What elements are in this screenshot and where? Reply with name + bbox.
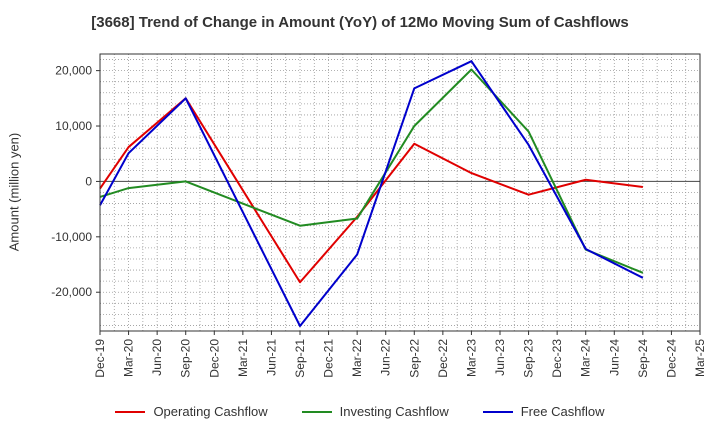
x-tick-label: Mar-22 <box>350 339 364 377</box>
x-tick-label: Dec-21 <box>322 339 336 378</box>
x-tick-label: Jun-24 <box>607 339 621 376</box>
legend-item: Free Cashflow <box>482 404 605 419</box>
x-tick-label: Sep-24 <box>636 339 650 378</box>
x-tick-label: Dec-20 <box>207 339 221 378</box>
x-tick-label: Sep-22 <box>407 339 421 378</box>
y-tick-label: 20,000 <box>55 64 92 78</box>
x-tick-label: Sep-21 <box>293 339 307 378</box>
axis-layer: -20,000 -10,000 0 10,000 20,000 Dec-19 Mar-20 J… <box>51 64 707 378</box>
legend-item: Operating Cashflow <box>115 404 268 419</box>
x-tick-label: Mar-21 <box>236 339 250 377</box>
chart-title: [3668] Trend of Change in Amount (YoY) o… <box>91 14 629 31</box>
plot-frame <box>99 53 701 332</box>
series-line-operating-cashflow <box>99 97 643 284</box>
x-tick-label: Dec-19 <box>93 339 107 378</box>
legend-item: Investing Cashflow <box>301 404 449 419</box>
legend-swatch <box>482 410 513 413</box>
x-tick-label: Jun-22 <box>379 339 393 376</box>
x-tick-label: Dec-23 <box>550 339 564 378</box>
x-tick-label: Mar-23 <box>464 339 478 377</box>
legend-label: Free Cashflow <box>520 404 605 419</box>
x-tick-label: Jun-23 <box>493 339 507 376</box>
y-tick-label: 10,000 <box>55 119 92 133</box>
x-tick-label: Mar-24 <box>579 339 593 377</box>
x-tick-label: Dec-22 <box>436 339 450 378</box>
series-line-free-cashflow <box>99 60 644 328</box>
x-tick-label: Jun-20 <box>150 339 164 376</box>
x-tick-label: Sep-20 <box>179 339 193 378</box>
y-tick-label: -10,000 <box>51 230 92 244</box>
legend-swatch <box>301 410 332 413</box>
x-tick-label: Sep-23 <box>522 339 536 378</box>
legend-swatch <box>115 410 146 413</box>
series-layer <box>99 60 644 328</box>
y-tick-label: -20,000 <box>51 285 92 299</box>
x-tick-label: Mar-25 <box>693 339 707 377</box>
x-tick-label: Jun-21 <box>264 339 278 376</box>
legend: Operating Cashflow Investing Cashflow Free… <box>0 404 720 419</box>
legend-label: Operating Cashflow <box>153 404 268 419</box>
y-tick-label: 0 <box>85 174 92 188</box>
x-tick-label: Mar-20 <box>122 339 136 377</box>
legend-label: Investing Cashflow <box>339 404 449 419</box>
x-tick-label: Dec-24 <box>664 339 678 378</box>
